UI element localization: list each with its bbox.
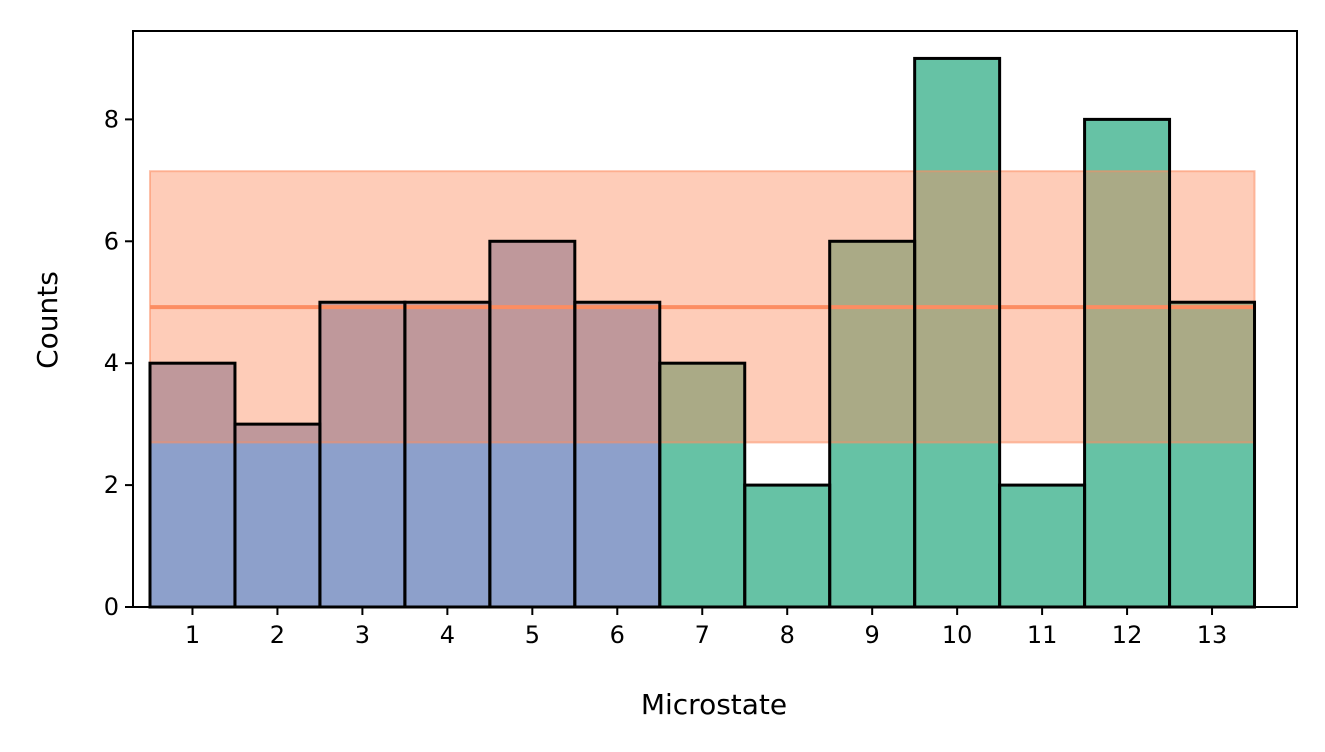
- y-tick-label-4: 4: [104, 349, 119, 377]
- x-tick-label-10: 10: [942, 621, 973, 649]
- y-tick-label-8: 8: [104, 105, 119, 133]
- x-tick-label-4: 4: [440, 621, 455, 649]
- y-ticks-layer: 0 2 4 6 8: [104, 105, 133, 621]
- x-tick-label-1: 1: [185, 621, 200, 649]
- bar-6: [574, 302, 660, 607]
- reference-band-layer: [148, 170, 1256, 444]
- axes-layer: [132, 30, 1298, 608]
- y-tick-label-2: 2: [104, 471, 119, 499]
- bar-2: [234, 424, 320, 607]
- bar-11: [999, 485, 1085, 607]
- bar-5: [489, 241, 575, 608]
- y-axis-label: Counts: [31, 271, 64, 369]
- x-tick-label-2: 2: [270, 621, 285, 649]
- x-tick-label-13: 13: [1197, 621, 1228, 649]
- plot-frame: [132, 30, 1298, 608]
- bar-12: [1084, 119, 1170, 607]
- x-tick-label-12: 12: [1112, 621, 1143, 649]
- x-tick-label-11: 11: [1027, 621, 1058, 649]
- bar-9: [829, 241, 915, 608]
- x-tick-label-8: 8: [780, 621, 795, 649]
- x-tick-label-6: 6: [610, 621, 625, 649]
- bar-3: [319, 302, 405, 607]
- bars-layer: [149, 58, 1255, 608]
- y-tick-label-6: 6: [104, 227, 119, 255]
- x-tick-label-5: 5: [525, 621, 540, 649]
- bar-1: [149, 363, 235, 607]
- x-tick-label-3: 3: [355, 621, 370, 649]
- x-axis-label: Microstate: [641, 688, 787, 721]
- x-ticks-layer: 1 2 3 4 5 6 7 8 9 10 11 12 13: [185, 607, 1227, 649]
- bar-7: [659, 363, 745, 607]
- bar-4: [404, 302, 490, 607]
- bar-8: [744, 485, 830, 607]
- y-tick-label-0: 0: [104, 593, 119, 621]
- bar-10: [914, 58, 1000, 607]
- bar-13: [1169, 302, 1255, 607]
- x-tick-label-9: 9: [865, 621, 880, 649]
- x-tick-label-7: 7: [695, 621, 710, 649]
